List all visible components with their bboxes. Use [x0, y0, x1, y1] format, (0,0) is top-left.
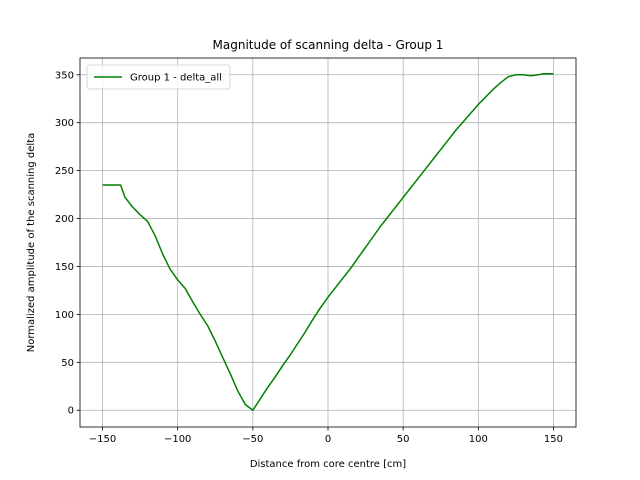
y-axis-label: Normalized amplitude of the scanning del… [26, 133, 37, 353]
y-tick-label: 250 [55, 166, 74, 177]
series-line [102, 73, 554, 411]
x-tick-label: 50 [397, 434, 410, 445]
y-tick-label: 350 [55, 70, 74, 81]
x-tick-label: −150 [89, 434, 116, 445]
legend: Group 1 - delta_all [86, 64, 231, 90]
x-axis-label: Distance from core centre [cm] [250, 459, 406, 470]
y-tick-label: 50 [61, 358, 74, 369]
grid [80, 58, 576, 427]
y-tick-label: 300 [55, 118, 74, 129]
x-tick-label: 0 [325, 434, 331, 445]
y-tick-label: 150 [55, 262, 74, 273]
legend-box [86, 64, 231, 90]
chart-title: Magnitude of scanning delta - Group 1 [213, 38, 444, 52]
y-tick-label: 100 [55, 310, 74, 321]
y-axis-ticks: 0 50 100 150 200 250 300 350 [55, 70, 80, 417]
x-tick-label: 150 [544, 434, 563, 445]
x-axis-ticks: −150 −100 −50 0 50 100 150 [89, 427, 563, 445]
y-tick-label: 0 [68, 406, 74, 417]
series-layer [102, 73, 554, 411]
x-tick-label: −50 [242, 434, 263, 445]
x-tick-label: −100 [164, 434, 191, 445]
y-tick-label: 200 [55, 214, 74, 225]
x-tick-label: 100 [469, 434, 488, 445]
legend-label: Group 1 - delta_all [130, 73, 222, 84]
